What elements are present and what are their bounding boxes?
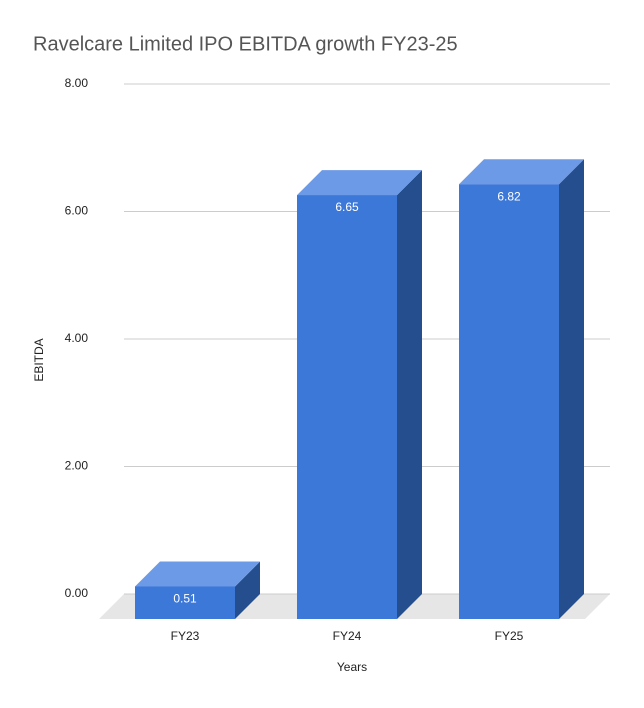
- bar-top: [459, 159, 584, 185]
- x-tick-label: FY25: [495, 629, 524, 643]
- y-tick-label: 4.00: [65, 331, 89, 345]
- bar-side: [235, 561, 260, 619]
- x-tick-label: FY24: [333, 629, 362, 643]
- bar-top: [297, 170, 422, 196]
- chart-title: Ravelcare Limited IPO EBITDA growth FY23…: [33, 33, 458, 55]
- bar-top: [135, 561, 260, 587]
- bar: [297, 195, 397, 619]
- bar: [459, 184, 559, 619]
- data-label: 6.82: [497, 189, 521, 203]
- x-tick-label: FY23: [171, 629, 200, 643]
- y-tick-label: 6.00: [65, 204, 89, 218]
- y-axis-label: EBITDA: [32, 338, 46, 381]
- y-tick-label: 8.00: [65, 76, 89, 90]
- bar: [135, 586, 235, 619]
- y-tick-label: 2.00: [65, 459, 89, 473]
- y-tick-label: 0.00: [65, 586, 89, 600]
- bar-side: [559, 159, 584, 619]
- x-axis-label: Years: [337, 660, 367, 674]
- data-label: 0.51: [173, 592, 197, 606]
- bar-side: [397, 170, 422, 619]
- data-label: 6.65: [335, 200, 359, 214]
